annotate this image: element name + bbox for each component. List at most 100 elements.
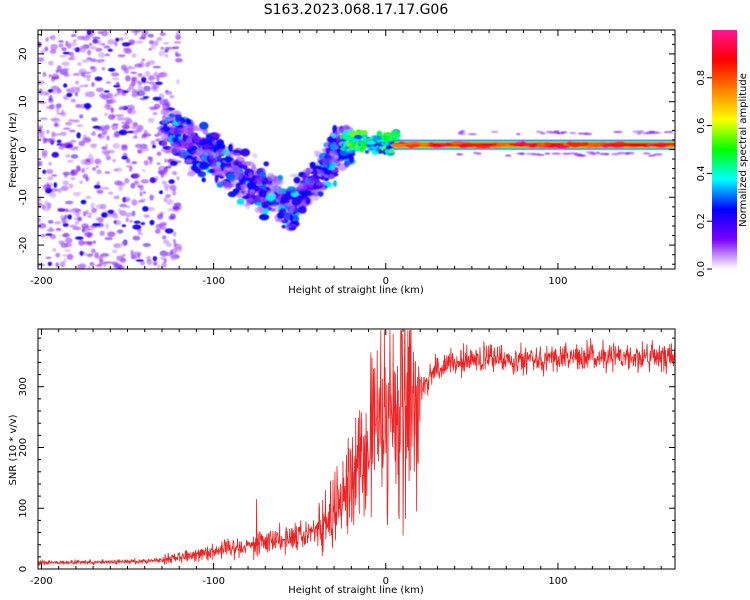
snr-frame xyxy=(37,328,676,570)
spectrogram-blob xyxy=(124,177,130,184)
spectrogram-blob xyxy=(309,161,316,169)
spectrogram-blob xyxy=(553,130,560,133)
spectrogram-blob xyxy=(169,213,176,220)
spectrogram-blob xyxy=(87,241,93,246)
spectrogram-blob xyxy=(91,167,97,171)
spectrogram-blob xyxy=(384,141,389,146)
spectrogram-blob xyxy=(110,107,114,113)
spectrogram-blob xyxy=(114,130,121,137)
spectrogram-blob xyxy=(87,215,92,218)
spectrogram-blob xyxy=(71,119,80,123)
spectrogram-blob xyxy=(104,112,109,116)
spectrogram-blob xyxy=(291,197,302,206)
spectrogram-blob xyxy=(155,228,161,234)
spectrogram-blob xyxy=(516,132,521,136)
x-tick-label: -100 xyxy=(202,576,225,587)
spectrogram-blob xyxy=(175,30,181,36)
x-tick-label: -200 xyxy=(30,576,53,587)
spectrogram-blob xyxy=(152,96,162,101)
spectrogram-blob xyxy=(163,239,170,244)
spectrogram-blob xyxy=(143,160,149,166)
spectrogram-blob xyxy=(90,202,95,209)
x-tick-label: 100 xyxy=(548,276,567,287)
spectrogram-blob xyxy=(283,215,291,220)
spectrogram-blob xyxy=(129,219,133,223)
spectrogram-blob xyxy=(275,218,286,223)
y-tick-label: 100 xyxy=(18,499,29,518)
spectrogram-blob xyxy=(108,191,114,195)
spectrogram-blob xyxy=(263,161,270,167)
spectrogram-blob xyxy=(366,140,377,145)
spectrogram-blob xyxy=(128,39,136,45)
spectrogram-blob xyxy=(344,160,350,168)
spectrogram-blob xyxy=(67,43,72,49)
spectrogram-blob xyxy=(125,116,131,123)
spectrogram-blob xyxy=(328,173,335,179)
spectrogram-blob xyxy=(173,242,177,248)
spectrogram-blob xyxy=(130,71,138,75)
spectrogram-blob xyxy=(45,256,52,259)
spectrogram-blob xyxy=(670,142,675,146)
spectrogram-blob xyxy=(42,71,47,78)
spectrogram-blob xyxy=(62,171,71,176)
spectrogram-blob xyxy=(56,139,62,144)
spectrogram-blob xyxy=(176,176,180,181)
spectrogram-blob xyxy=(476,152,482,155)
spectrogram-blob xyxy=(80,199,87,205)
spectrogram-blob xyxy=(589,143,605,147)
spectrogram-blob xyxy=(140,179,149,184)
spectrogram-blob xyxy=(176,146,185,153)
y-tick-label: 300 xyxy=(18,377,29,396)
spectrogram-blob xyxy=(159,250,168,257)
spectrogram-blob xyxy=(58,40,64,43)
spectrogram-blob xyxy=(172,239,176,244)
spectrogram-blob xyxy=(136,89,146,97)
spectrogram-blob xyxy=(111,123,119,131)
spectrogram-blob xyxy=(193,125,199,132)
spectrogram-blob xyxy=(317,169,325,178)
spectrogram-blob xyxy=(234,152,241,158)
spectrogram-blob xyxy=(329,140,334,144)
spectrogram-blob xyxy=(67,57,74,61)
spectrogram-blob xyxy=(214,174,219,184)
spectrogram-blob xyxy=(101,126,110,131)
spectrogram-blob xyxy=(323,177,330,182)
spectrogram-blob xyxy=(226,173,236,181)
spectrogram-blob xyxy=(158,50,165,57)
spectrogram-blob xyxy=(84,253,94,257)
spectrogram-blob xyxy=(582,141,590,146)
spectrogram-blob xyxy=(145,62,150,68)
spectrogram-blob xyxy=(281,224,286,229)
spectrogram-blob xyxy=(216,182,224,188)
spectrogram-blob xyxy=(636,132,642,135)
spectrogram-blob xyxy=(63,257,67,264)
spectrogram-blob xyxy=(70,51,74,58)
spectrogram-blob xyxy=(134,63,143,68)
spectrogram-blob xyxy=(111,77,120,81)
spectrogram-blob xyxy=(60,185,69,192)
y-tick-label: -10 xyxy=(18,189,29,205)
spectrogram-blob xyxy=(73,191,82,197)
spectrogram-blob xyxy=(95,217,101,221)
spectrogram-blob xyxy=(164,158,168,164)
spectrogram-blob xyxy=(191,150,198,154)
spectrogram-blob xyxy=(134,30,138,36)
spectrogram-blob xyxy=(96,169,102,175)
spectrogram-blob xyxy=(47,176,54,181)
spectrogram-blob xyxy=(118,129,128,136)
spectrogram-blob xyxy=(101,30,109,37)
spectrogram-blob xyxy=(342,134,352,140)
spectrogram-blob xyxy=(535,130,543,133)
spectrogram-blob xyxy=(46,184,52,188)
spectrogram-blob xyxy=(141,58,146,62)
spectrogram-blob xyxy=(325,155,336,163)
spectrogram-blob xyxy=(418,142,430,146)
spectrogram-blob xyxy=(162,235,167,240)
spectrogram-blob xyxy=(202,144,212,148)
spectrogram-blob xyxy=(53,182,58,188)
spectrogram-blob xyxy=(578,132,584,135)
spectrogram-blob xyxy=(241,195,250,200)
spectrogram-blob xyxy=(38,217,41,223)
spectrogram-blob xyxy=(309,171,319,175)
spectrogram-blob xyxy=(48,74,53,78)
